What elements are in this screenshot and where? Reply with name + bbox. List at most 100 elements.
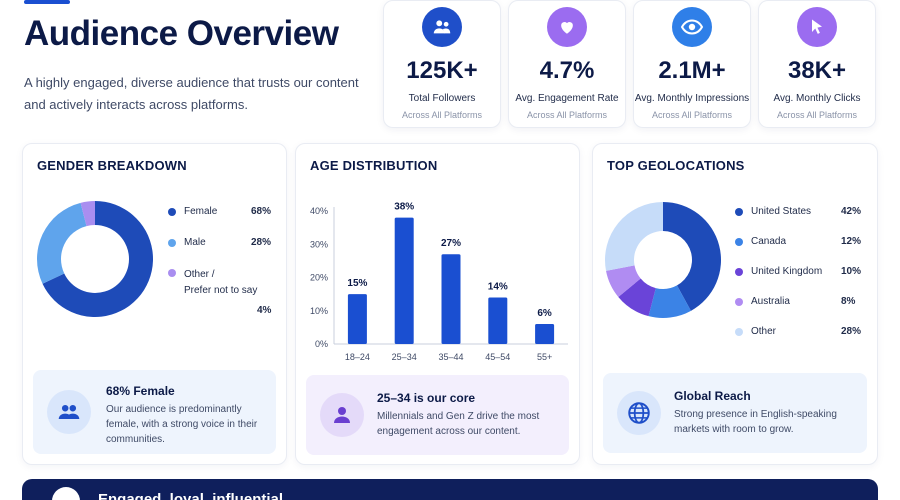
- stat-label: Avg. Engagement Rate: [515, 93, 619, 104]
- eye-icon: [672, 7, 712, 47]
- bar-value-label: 6%: [537, 308, 552, 319]
- legend-item-male: Male: [168, 237, 206, 248]
- legend-pct: 42%: [841, 206, 862, 217]
- age-panel: AGE DISTRIBUTION 0% 10% 20% 30% 40% 15% 18–24 3…: [295, 143, 580, 465]
- person-icon: [320, 393, 364, 437]
- legend-label: Other: [751, 326, 777, 337]
- stat-value: 4.7%: [539, 57, 595, 84]
- x-tick-label: 18–24: [345, 352, 370, 362]
- insight-text: Our audience is predominantly female, wi…: [106, 404, 258, 445]
- panel-title: GENDER BREAKDOWN: [37, 158, 187, 173]
- page-title: Audience Overview: [24, 14, 339, 53]
- donut-slice-australia: [606, 265, 641, 297]
- legend-label: Female: [184, 206, 218, 217]
- legend-pct: 10%: [841, 266, 862, 277]
- legend-dot: [168, 269, 176, 277]
- legend-pct: 68%: [251, 206, 272, 217]
- insight-title: 25–34 is our core: [377, 391, 476, 405]
- legend-label-line2: Prefer not to say: [184, 285, 258, 296]
- bar-value-label: 27%: [441, 238, 461, 249]
- star-icon: [52, 487, 80, 500]
- legend-pct: 4%: [257, 305, 272, 316]
- donut-slice-other: [605, 202, 663, 271]
- gender-donut-chart: [36, 201, 154, 317]
- users-icon: [422, 7, 462, 47]
- y-tick-label: 0%: [315, 339, 328, 349]
- legend-dot: [735, 328, 743, 336]
- page-subtitle: A highly engaged, diverse audience that …: [24, 75, 359, 112]
- geo-insight-box: Global Reach Strong presence in English-…: [603, 373, 867, 453]
- donut-slice-united-states: [663, 202, 721, 311]
- stat-value: 125K+: [406, 57, 478, 84]
- gender-panel: GENDER BREAKDOWN Female 68% Male 28% Oth…: [22, 143, 287, 465]
- heart-icon: [547, 7, 587, 47]
- insight-title: Global Reach: [674, 389, 751, 403]
- bar-55+: [535, 324, 555, 344]
- donut-slice-other: [80, 201, 95, 227]
- legend-item-other: Other: [735, 326, 776, 337]
- legend-label: Australia: [751, 296, 790, 307]
- geo-donut-chart: [605, 202, 721, 318]
- legend-label-line1: Other /: [184, 269, 215, 280]
- stat-card-followers: 125K+ Total Followers Across All Platfor…: [383, 0, 501, 128]
- stat-value: 38K+: [787, 57, 847, 84]
- legend-label: Other / Prefer not to say: [184, 267, 257, 299]
- insight-text: Strong presence in English-speaking mark…: [674, 409, 837, 435]
- legend-item-united-states: United States: [735, 206, 811, 217]
- donut-slice-male: [36, 202, 87, 284]
- insight-title: 68% Female: [106, 384, 175, 398]
- legend-label: Male: [184, 237, 206, 248]
- stat-sub: Across All Platforms: [526, 110, 608, 120]
- x-tick-label: 25–34: [392, 352, 417, 362]
- legend-dot: [735, 268, 743, 276]
- legend-dot: [735, 298, 743, 306]
- bar-value-label: 15%: [347, 278, 367, 289]
- stat-label: Total Followers: [408, 93, 476, 104]
- legend-item-female: Female: [168, 206, 217, 217]
- age-insight-box: 25–34 is our core Millennials and Gen Z …: [306, 375, 569, 455]
- banner-text: Engaged, loyal, influential: [98, 491, 284, 500]
- bar-value-label: 38%: [394, 202, 414, 213]
- panel-title: TOP GEOLOCATIONS: [607, 158, 745, 173]
- bar-value-label: 14%: [488, 281, 508, 292]
- users-icon: [47, 390, 91, 434]
- stat-card-engagement: 4.7% Avg. Engagement Rate Across All Pla…: [508, 0, 626, 128]
- legend-item-united-kingdom: United Kingdom: [735, 266, 822, 277]
- bar-45–54: [488, 297, 508, 344]
- y-tick-label: 40%: [310, 206, 328, 216]
- globe-icon: [617, 391, 661, 435]
- title-accent-line: [24, 0, 70, 4]
- y-tick-label: 10%: [310, 306, 328, 316]
- bar-35–44: [441, 254, 461, 344]
- bar-18–24: [347, 294, 367, 344]
- cursor-icon: [797, 7, 837, 47]
- geo-panel: TOP GEOLOCATIONS United States 42% Canada 1…: [592, 143, 878, 465]
- y-tick-label: 20%: [310, 273, 328, 283]
- legend-pct: 12%: [841, 236, 862, 247]
- stat-sub: Across All Platforms: [401, 110, 483, 120]
- legend-item-australia: Australia: [735, 296, 790, 307]
- insight-text: Millennials and Gen Z drive the most eng…: [377, 411, 540, 437]
- legend-pct: 28%: [251, 237, 272, 248]
- legend-dot: [168, 208, 176, 216]
- stat-label: Avg. Monthly Impressions: [634, 93, 750, 104]
- bottom-banner: Engaged, loyal, influential: [22, 479, 878, 500]
- legend-item-other: Other / Prefer not to say: [168, 267, 257, 299]
- x-tick-label: 35–44: [438, 352, 463, 362]
- legend-dot: [735, 238, 743, 246]
- panel-title: AGE DISTRIBUTION: [310, 158, 438, 173]
- age-bar-chart: 0% 10% 20% 30% 40% 15% 18–24 38% 25–34 27% 35–44 14…: [310, 202, 568, 362]
- legend-label: Canada: [751, 236, 787, 247]
- legend-pct: 28%: [841, 326, 862, 337]
- stat-card-impressions: 2.1M+ Avg. Monthly Impressions Across Al…: [633, 0, 751, 128]
- y-tick-label: 30%: [310, 239, 328, 249]
- donut-slice-female: [42, 201, 154, 317]
- legend-pct: 8%: [841, 296, 856, 307]
- legend-label: United States: [751, 206, 812, 217]
- stat-label: Avg. Monthly Clicks: [773, 93, 861, 104]
- x-tick-label: 55+: [537, 352, 552, 362]
- legend-dot: [735, 208, 743, 216]
- stat-sub: Across All Platforms: [651, 110, 733, 120]
- stat-sub: Across All Platforms: [776, 110, 858, 120]
- donut-slice-canada: [648, 285, 691, 318]
